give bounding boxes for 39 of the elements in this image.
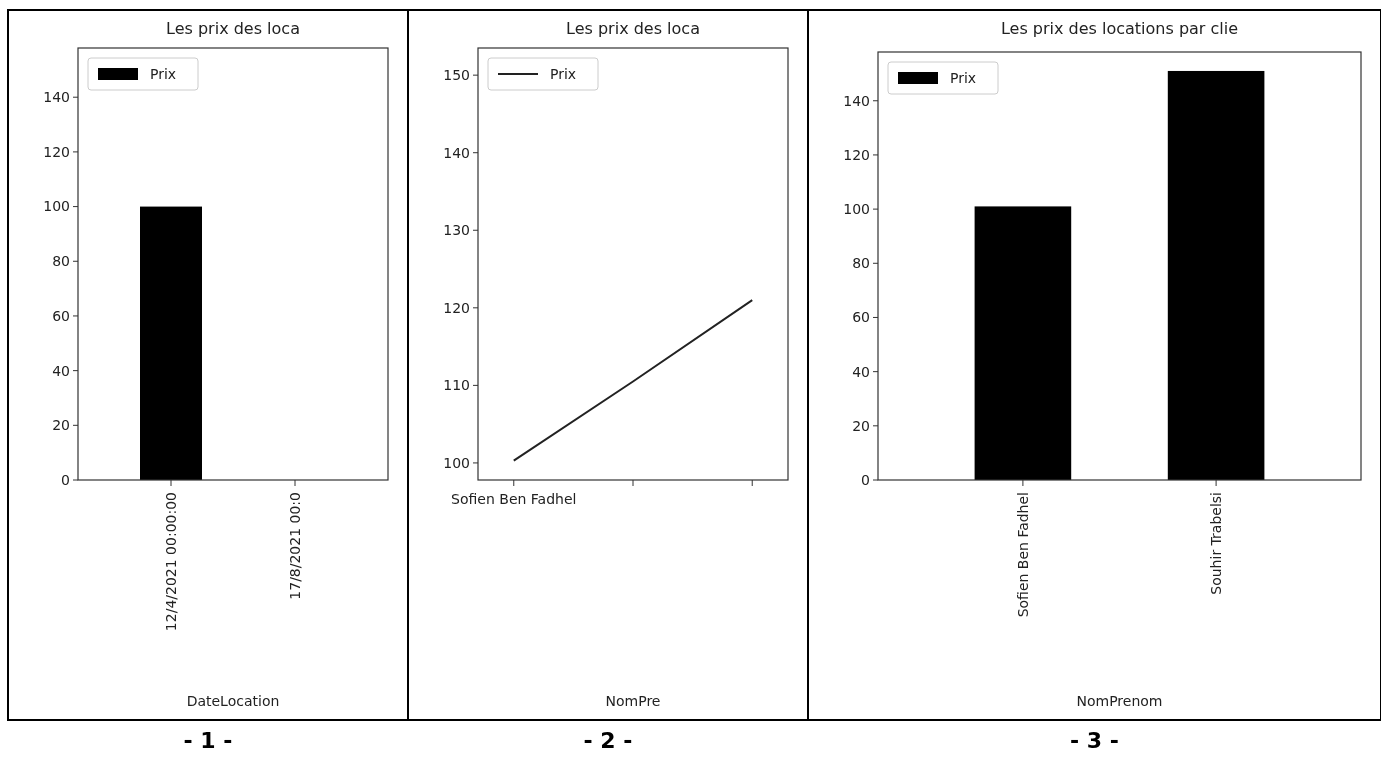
y-tick-label: 60 [52, 307, 70, 324]
y-tick-label: 40 [52, 362, 70, 379]
chart-title: Les prix des loca [166, 19, 300, 38]
y-tick-label: 120 [443, 299, 470, 316]
y-tick-label: 140 [443, 144, 470, 161]
y-tick-label: 40 [852, 363, 870, 380]
x-axis-title: NomPre [605, 693, 661, 709]
x-tick-label: 12/4/2021 00:00:00 [162, 492, 179, 632]
y-tick-label: 120 [843, 146, 870, 163]
text: - 2 - [583, 728, 633, 753]
y-tick-label: 140 [843, 92, 870, 109]
x-tick-label: 17/8/2021 00:0 [286, 492, 303, 600]
y-tick-label: 100 [843, 201, 870, 218]
y-tick-label: 100 [443, 454, 470, 471]
y-tick-label: 0 [61, 471, 70, 488]
legend-label: Prix [950, 69, 977, 86]
x-tick-label: Souhir Trabelsi [1208, 492, 1224, 595]
x-tick-label: Sofien Ben Fadhel [451, 491, 577, 507]
x-tick-label: Sofien Ben Fadhel [1014, 492, 1031, 618]
y-tick-label: 120 [43, 143, 70, 160]
y-tick-label: 20 [52, 417, 70, 434]
chart-title: Les prix des locations par clie [1000, 19, 1239, 38]
text: - 3 - [1070, 728, 1119, 753]
y-tick-label: 20 [852, 417, 870, 434]
y-tick-label: 150 [443, 67, 470, 84]
y-tick-label: 100 [43, 198, 70, 215]
y-tick-label: 80 [52, 253, 70, 270]
y-tick-label: 0 [861, 471, 870, 488]
chart-title: Les prix des loca [566, 19, 700, 38]
x-axis-title: NomPrenom [1076, 693, 1163, 709]
y-tick-label: 80 [852, 255, 870, 272]
legend-label: Prix [150, 65, 177, 82]
y-tick-label: 130 [443, 222, 470, 239]
legend-label: Prix [550, 65, 577, 82]
y-tick-label: 110 [443, 377, 470, 394]
y-tick-label: 60 [852, 309, 870, 326]
x-axis-title: DateLocation [186, 693, 280, 709]
text: - 1 - [183, 728, 233, 753]
y-tick-label: 140 [43, 89, 70, 106]
